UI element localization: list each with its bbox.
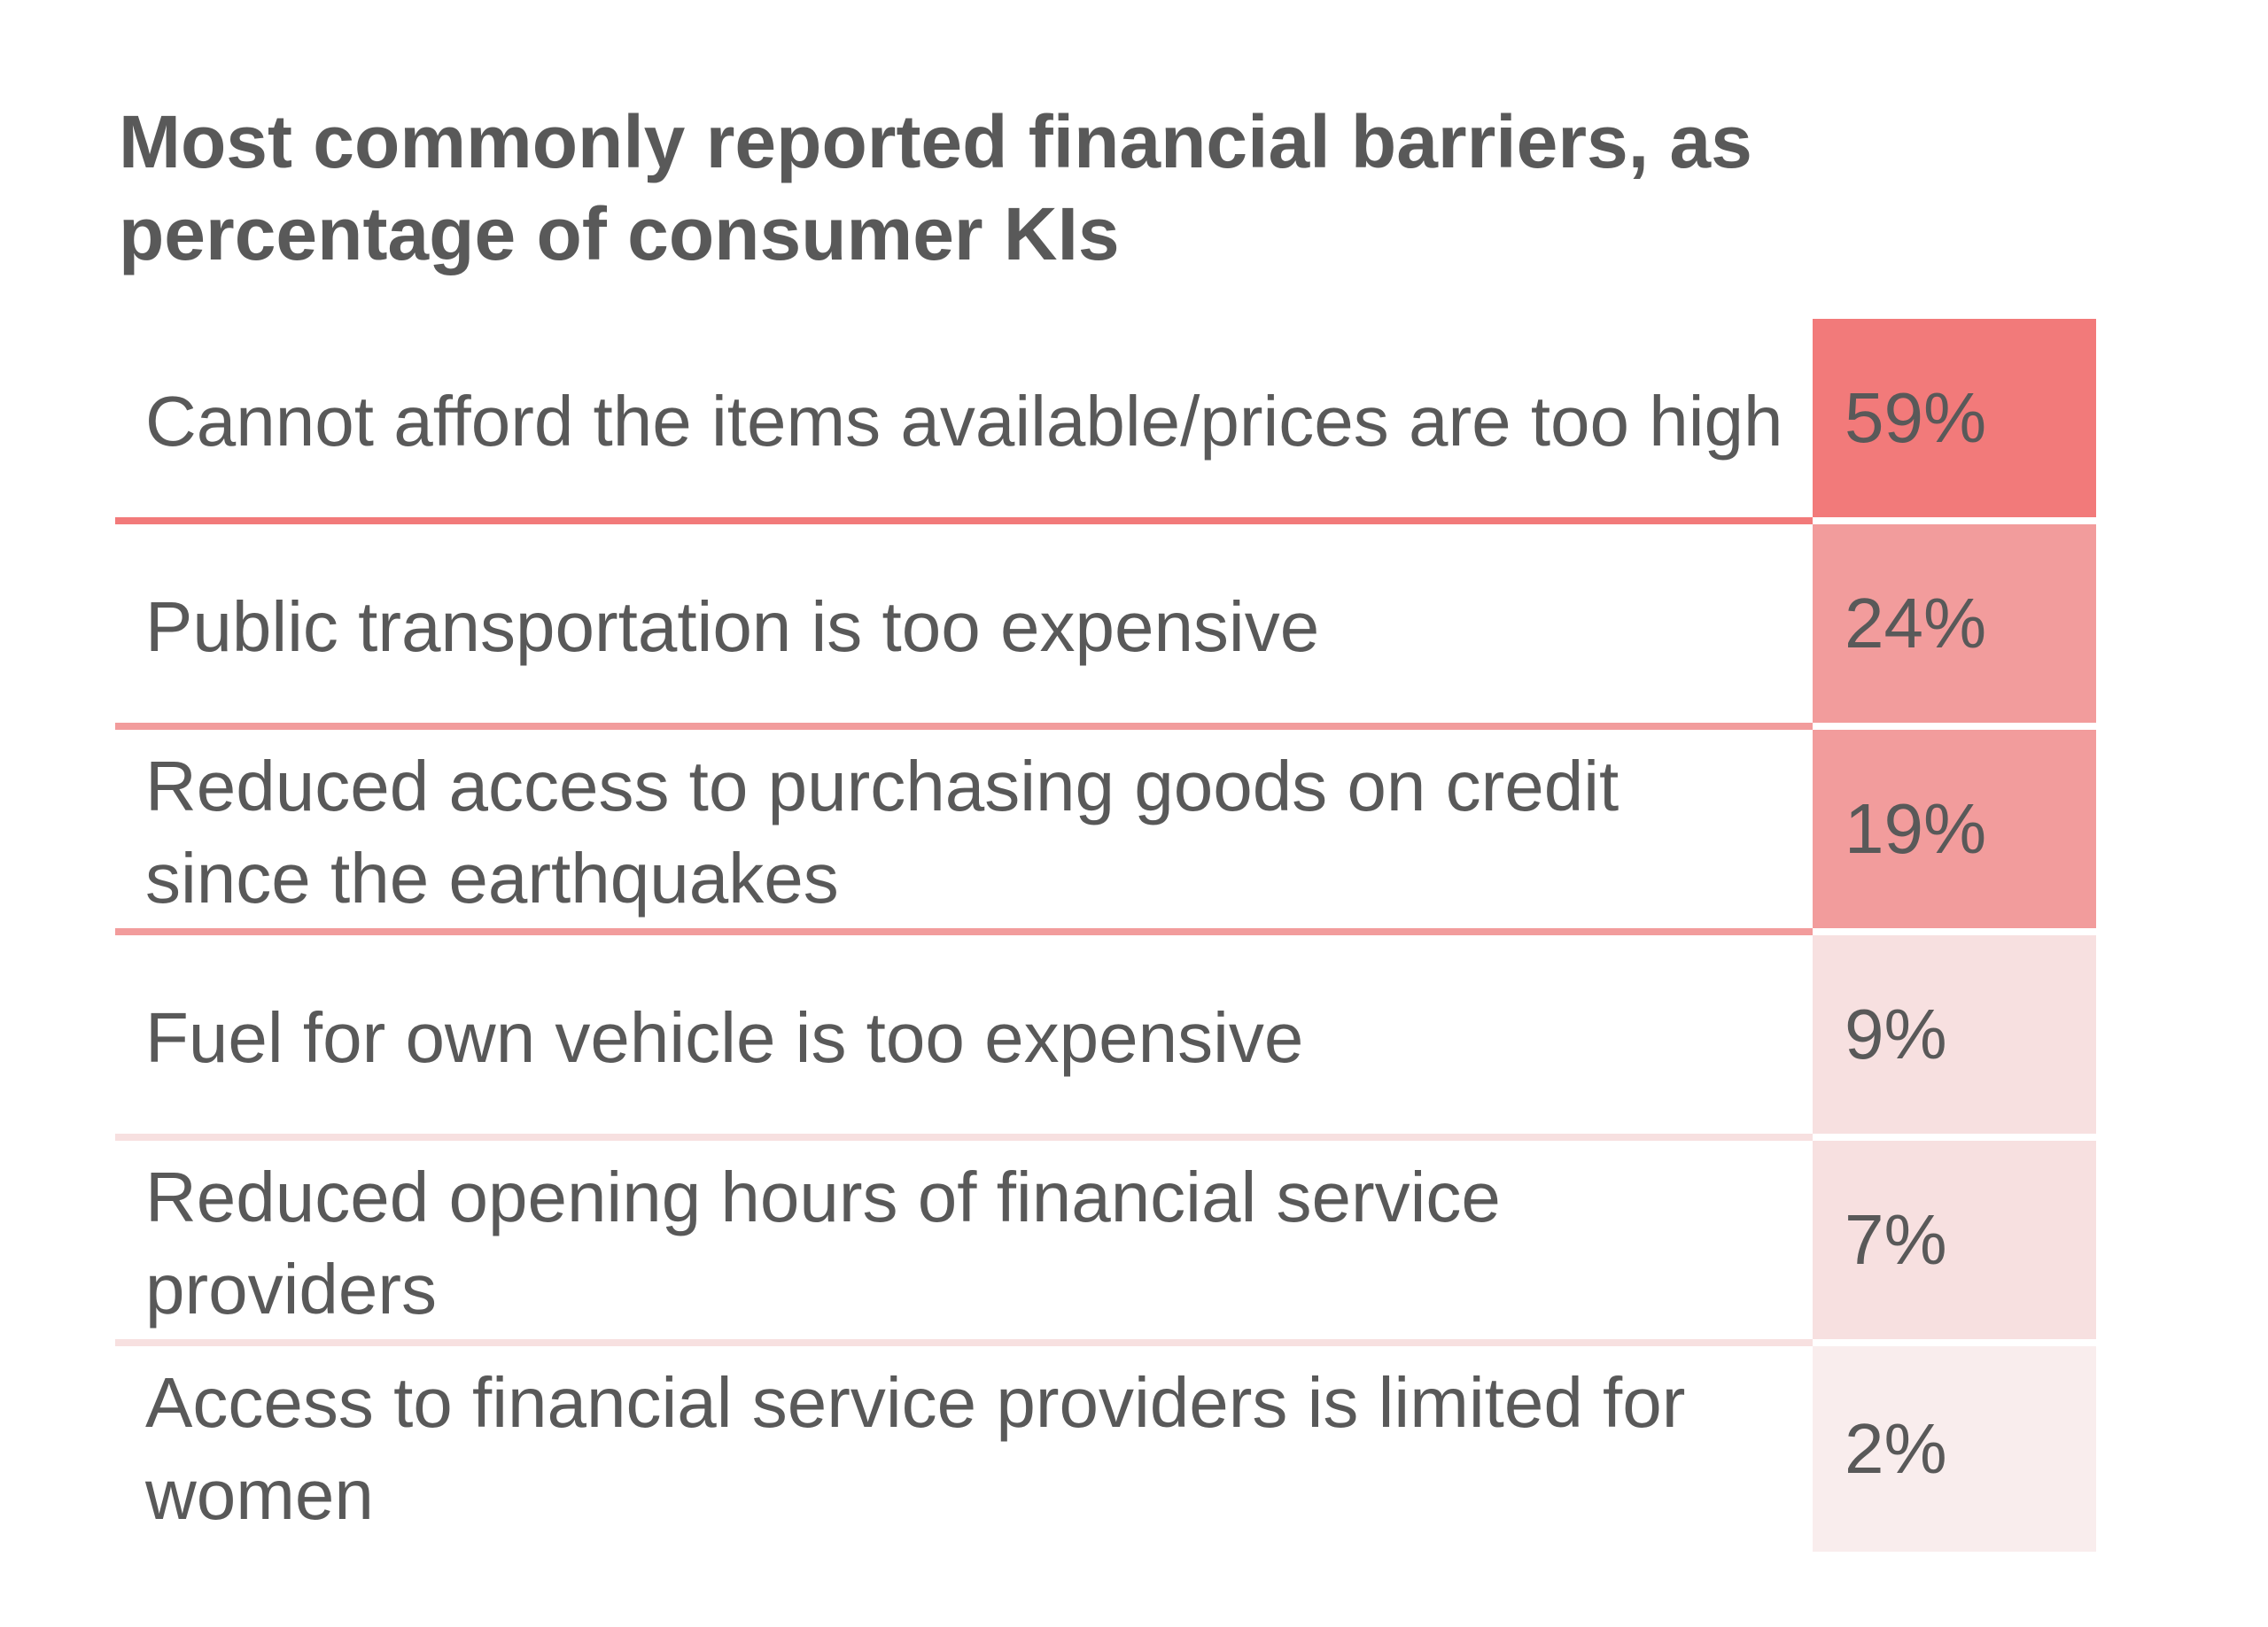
value-label: 19% <box>1845 789 1987 868</box>
table-row: Access to financial service providers is… <box>115 1346 2096 1552</box>
row-divider <box>115 517 1813 524</box>
row-divider <box>115 1545 1813 1552</box>
barrier-label: Reduced access to purchasing goods on cr… <box>145 747 1619 918</box>
value-cell: 19% <box>1813 730 2096 935</box>
value-label: 2% <box>1845 1409 1947 1488</box>
value-cell: 24% <box>1813 524 2096 730</box>
value-cell: 7% <box>1813 1141 2096 1346</box>
value-cell: 59% <box>1813 319 2096 524</box>
table-row: Fuel for own vehicle is too expensive 9% <box>115 935 2096 1141</box>
barrier-label: Cannot afford the items available/prices… <box>145 382 1783 461</box>
row-label-cell: Public transportation is too expensive <box>115 524 1813 730</box>
barrier-label: Public transportation is too expensive <box>145 587 1320 666</box>
table-row: Public transportation is too expensive 24… <box>115 524 2096 730</box>
value-cell: 9% <box>1813 935 2096 1141</box>
value-label: 59% <box>1845 378 1987 457</box>
row-label-cell: Fuel for own vehicle is too expensive <box>115 935 1813 1141</box>
value-label: 9% <box>1845 995 1947 1073</box>
chart-title-suffix: , as percentage of consumer KIs <box>119 100 1752 275</box>
row-divider <box>115 723 1813 730</box>
row-divider <box>115 1134 1813 1141</box>
value-cell: 2% <box>1813 1346 2096 1552</box>
row-label-cell: Access to financial service providers is… <box>115 1346 1813 1552</box>
row-divider <box>115 928 1813 935</box>
table-row: Cannot afford the items available/prices… <box>115 319 2096 524</box>
value-label: 7% <box>1845 1200 1947 1279</box>
table-row: Reduced access to purchasing goods on cr… <box>115 730 2096 935</box>
row-divider <box>115 1339 1813 1346</box>
row-label-cell: Reduced opening hours of financial servi… <box>115 1141 1813 1346</box>
row-label-cell: Reduced access to purchasing goods on cr… <box>115 730 1813 935</box>
barrier-label: Access to financial service providers is… <box>145 1363 1686 1534</box>
row-label-cell: Cannot afford the items available/prices… <box>115 319 1813 524</box>
chart-title: Most commonly reported financial barrier… <box>119 96 1891 280</box>
barrier-label: Reduced opening hours of financial servi… <box>145 1158 1501 1329</box>
chart-title-bold: Most commonly reported financial barrier… <box>119 100 1628 183</box>
table-row: Reduced opening hours of financial servi… <box>115 1141 2096 1346</box>
barrier-label: Fuel for own vehicle is too expensive <box>145 998 1304 1077</box>
barriers-table: Cannot afford the items available/prices… <box>115 319 2096 1552</box>
value-label: 24% <box>1845 584 1987 662</box>
